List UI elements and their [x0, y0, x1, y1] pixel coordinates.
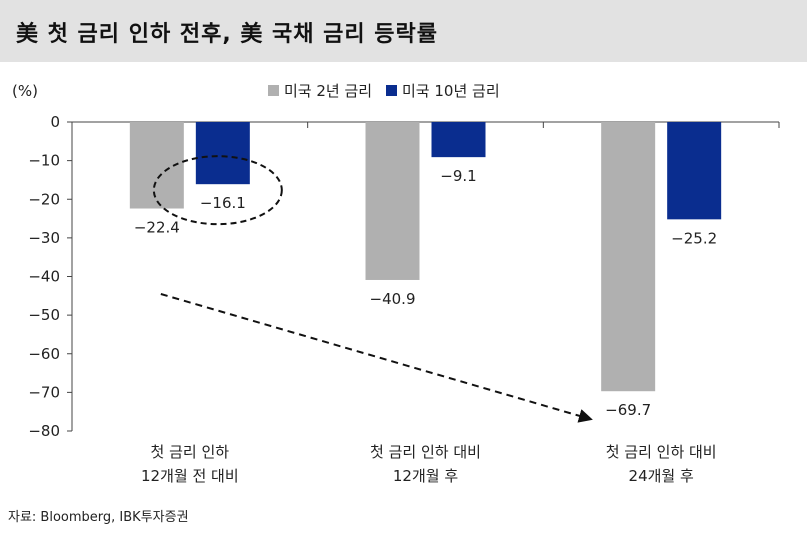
- bar-1-3: [601, 122, 656, 392]
- data-label-2-2: −9.1: [440, 167, 476, 185]
- data-label-2-1: −16.1: [200, 194, 246, 212]
- y-tick-label: 0: [50, 113, 60, 131]
- y-tick-label: −10: [28, 152, 60, 170]
- data-label-2-3: −25.2: [671, 229, 717, 247]
- data-label-1-3: −69.7: [605, 401, 651, 419]
- source-note: 자료: Bloomberg, IBK투자증권: [8, 510, 189, 525]
- y-tick-label: −70: [28, 383, 60, 401]
- trend-arrow: [160, 293, 593, 423]
- y-tick-label: −30: [28, 229, 60, 247]
- category-label-1-1: 첫 금리 인하: [151, 443, 230, 461]
- bar-2-3: [667, 122, 722, 220]
- bar-2-2: [431, 122, 486, 158]
- category-label-3-1: 첫 금리 인하 대비: [606, 443, 717, 461]
- y-tick-label: −60: [28, 345, 60, 363]
- data-label-1-1: −22.4: [134, 219, 180, 237]
- data-label-1-2: −40.9: [370, 290, 416, 308]
- category-label-1-2: 12개월 전 대비: [141, 467, 239, 485]
- y-tick-label: −80: [28, 422, 60, 440]
- y-tick-label: −50: [28, 306, 60, 324]
- bar-chart: (%) 미국 2년 금리 미국 10년 금리 0 −10 −20 −30 −40 −50 −60 −…: [12, 82, 780, 485]
- y-tick-label: −40: [28, 268, 60, 286]
- bar-2-1: [195, 122, 250, 185]
- category-label-2-2: 12개월 후: [393, 467, 458, 485]
- title-bar: 美 첫 금리 인하 전후, 美 국채 금리 등락률: [0, 0, 807, 62]
- chart-title: 美 첫 금리 인하 전후, 美 국채 금리 등락률: [16, 22, 438, 47]
- category-label-2-1: 첫 금리 인하 대비: [370, 443, 481, 461]
- legend-swatch-2: [386, 85, 397, 96]
- y-unit-label: (%): [12, 82, 38, 100]
- legend-label-1: 미국 2년 금리: [284, 82, 372, 100]
- highlight-ellipse: [152, 155, 283, 226]
- y-tick-label: −20: [28, 190, 60, 208]
- bar-1-2: [365, 122, 420, 280]
- legend-label-2: 미국 10년 금리: [402, 82, 500, 100]
- category-label-3-2: 24개월 후: [629, 467, 694, 485]
- legend-swatch-1: [268, 85, 279, 96]
